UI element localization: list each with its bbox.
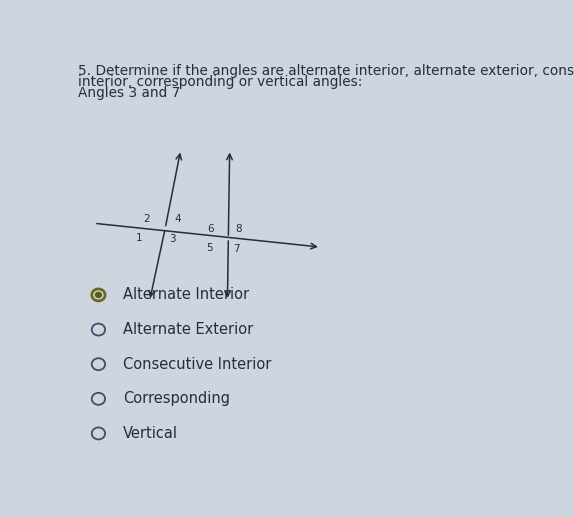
Text: interior, corresponding or vertical angles:: interior, corresponding or vertical angl… [79,75,363,89]
Text: 8: 8 [235,224,242,234]
Text: Vertical: Vertical [123,426,178,441]
Text: 7: 7 [233,244,239,254]
Text: Consecutive Interior: Consecutive Interior [123,357,272,372]
Text: 6: 6 [207,224,214,234]
Text: 1: 1 [135,233,142,243]
Text: 5: 5 [207,243,213,253]
Text: 3: 3 [170,234,176,244]
Text: Alternate Exterior: Alternate Exterior [123,322,253,337]
Text: 5. Determine if the angles are alternate interior, alternate exterior, consecuti: 5. Determine if the angles are alternate… [79,64,574,78]
Text: Angles 3 and 7: Angles 3 and 7 [79,86,181,100]
Text: Corresponding: Corresponding [123,391,230,406]
Text: 2: 2 [143,214,150,224]
Text: Alternate Interior: Alternate Interior [123,287,249,302]
Text: 4: 4 [174,214,181,224]
Circle shape [95,292,102,298]
